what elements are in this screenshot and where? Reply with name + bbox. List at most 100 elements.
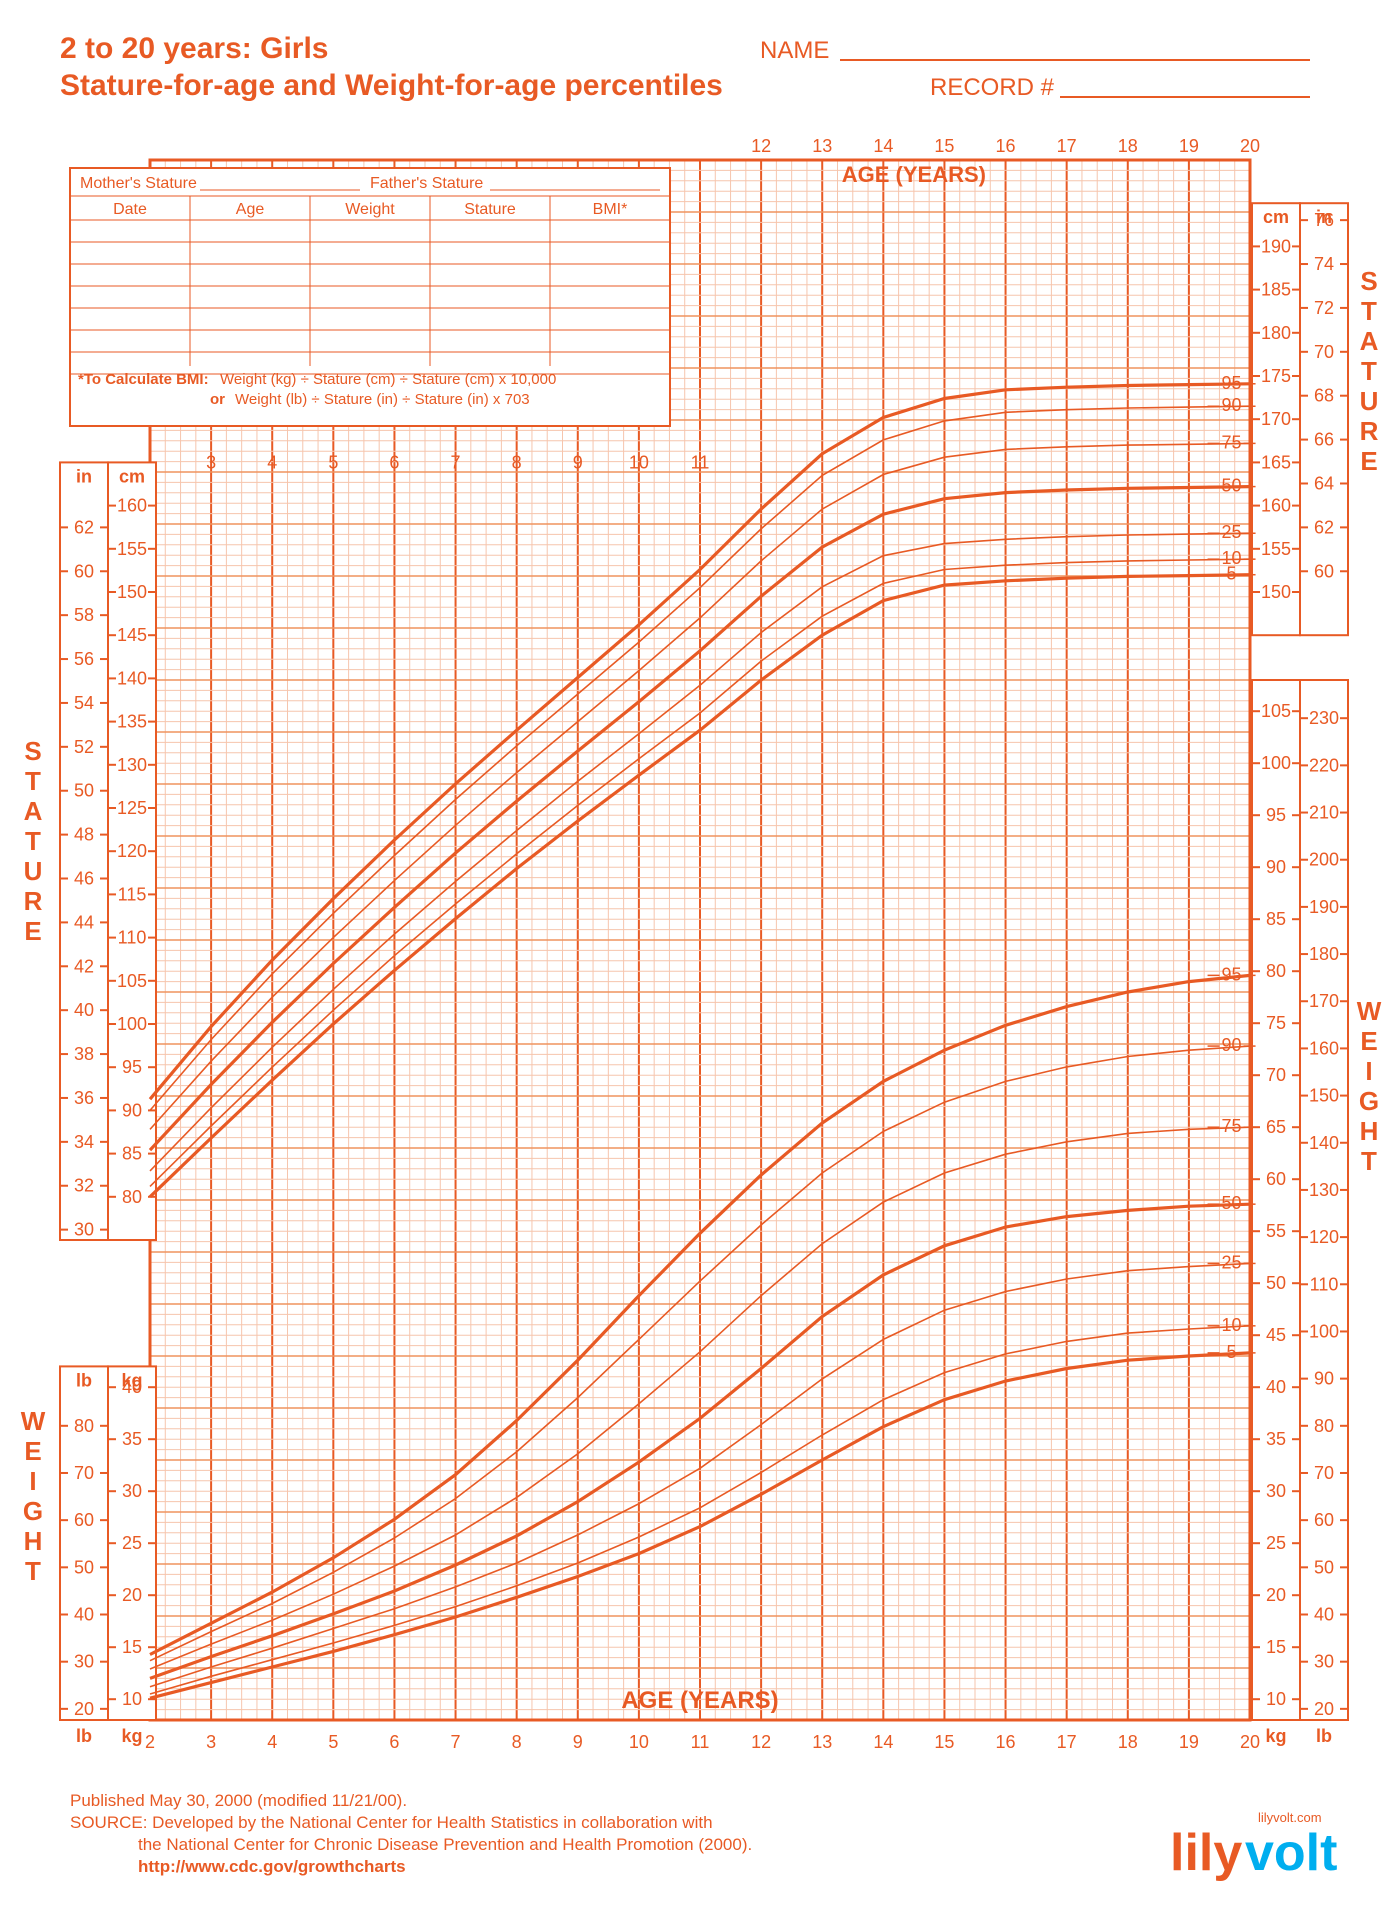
svg-text:50: 50 bbox=[1314, 1557, 1334, 1577]
svg-text:155: 155 bbox=[117, 539, 147, 559]
svg-text:E: E bbox=[1360, 446, 1383, 476]
svg-text:75: 75 bbox=[1266, 1013, 1286, 1033]
svg-text:cm: cm bbox=[1263, 207, 1289, 227]
svg-text:80: 80 bbox=[1266, 961, 1286, 981]
svg-text:62: 62 bbox=[74, 517, 94, 537]
logo-lily: lily bbox=[1170, 1824, 1242, 1882]
svg-text:220: 220 bbox=[1309, 755, 1339, 775]
age-label-top: AGE (YEARS) bbox=[842, 162, 986, 187]
svg-text:lb: lb bbox=[76, 1726, 92, 1746]
svg-text:5: 5 bbox=[328, 452, 338, 472]
svg-text:lb: lb bbox=[76, 1370, 92, 1390]
svg-text:kg: kg bbox=[1265, 1726, 1286, 1746]
svg-text:32: 32 bbox=[74, 1176, 94, 1196]
svg-text:12: 12 bbox=[751, 136, 771, 156]
svg-text:66: 66 bbox=[1314, 430, 1334, 450]
svg-text:46: 46 bbox=[74, 869, 94, 889]
svg-text:54: 54 bbox=[74, 693, 94, 713]
svg-text:16: 16 bbox=[996, 136, 1016, 156]
svg-text:70: 70 bbox=[1266, 1065, 1286, 1085]
svg-text:34: 34 bbox=[74, 1132, 94, 1152]
svg-text:120: 120 bbox=[1309, 1227, 1339, 1247]
svg-text:50: 50 bbox=[74, 1557, 94, 1577]
svg-text:S: S bbox=[1360, 266, 1383, 296]
svg-text:130: 130 bbox=[117, 755, 147, 775]
svg-text:55: 55 bbox=[1266, 1221, 1286, 1241]
svg-text:9: 9 bbox=[573, 452, 583, 472]
svg-text:125: 125 bbox=[117, 798, 147, 818]
svg-text:10: 10 bbox=[1222, 1315, 1242, 1335]
svg-text:140: 140 bbox=[117, 668, 147, 688]
svg-text:I: I bbox=[29, 1466, 42, 1496]
svg-text:8: 8 bbox=[512, 452, 522, 472]
title-2: Stature-for-age and Weight-for-age perce… bbox=[60, 69, 723, 102]
svg-text:Age: Age bbox=[236, 201, 265, 218]
svg-text:12: 12 bbox=[751, 1732, 771, 1752]
svg-text:48: 48 bbox=[74, 825, 94, 845]
svg-text:lb: lb bbox=[1316, 1726, 1332, 1746]
svg-text:40: 40 bbox=[74, 1605, 94, 1625]
svg-text:110: 110 bbox=[118, 928, 147, 948]
svg-text:90: 90 bbox=[1266, 857, 1286, 877]
svg-text:kg: kg bbox=[121, 1726, 142, 1746]
svg-text:W: W bbox=[21, 1406, 52, 1436]
svg-text:95: 95 bbox=[1222, 373, 1242, 393]
svg-text:180: 180 bbox=[1309, 944, 1339, 964]
svg-text:35: 35 bbox=[1266, 1429, 1286, 1449]
svg-text:145: 145 bbox=[117, 625, 147, 645]
svg-text:110: 110 bbox=[1310, 1274, 1339, 1294]
svg-text:10: 10 bbox=[122, 1689, 142, 1709]
svg-text:60: 60 bbox=[1314, 561, 1334, 581]
svg-text:18: 18 bbox=[1118, 136, 1138, 156]
svg-text:2: 2 bbox=[145, 1732, 155, 1752]
svg-text:74: 74 bbox=[1314, 254, 1334, 274]
svg-text:30: 30 bbox=[74, 1652, 94, 1672]
svg-text:38: 38 bbox=[74, 1044, 94, 1064]
svg-text:20: 20 bbox=[1240, 136, 1260, 156]
svg-text:175: 175 bbox=[1261, 366, 1291, 386]
svg-text:Stature: Stature bbox=[464, 201, 516, 218]
svg-text:10: 10 bbox=[1222, 548, 1242, 568]
svg-text:15: 15 bbox=[1266, 1637, 1286, 1657]
svg-text:BMI*: BMI* bbox=[593, 201, 628, 218]
svg-text:Mother's Stature: Mother's Stature bbox=[80, 175, 197, 192]
svg-text:45: 45 bbox=[1266, 1325, 1286, 1345]
svg-text:155: 155 bbox=[1261, 539, 1291, 559]
svg-text:Weight (kg) ÷ Stature (cm) ÷ S: Weight (kg) ÷ Stature (cm) ÷ Stature (cm… bbox=[220, 371, 556, 388]
svg-text:75: 75 bbox=[1222, 1116, 1242, 1136]
svg-text:E: E bbox=[24, 1436, 47, 1466]
svg-text:70: 70 bbox=[74, 1463, 94, 1483]
svg-text:50: 50 bbox=[1222, 1193, 1242, 1213]
svg-text:10: 10 bbox=[1266, 1689, 1286, 1709]
svg-text:170: 170 bbox=[1309, 991, 1339, 1011]
svg-text:62: 62 bbox=[1314, 517, 1334, 537]
svg-text:15: 15 bbox=[934, 1732, 954, 1752]
svg-text:40: 40 bbox=[122, 1377, 142, 1397]
svg-text:30: 30 bbox=[1314, 1652, 1334, 1672]
svg-text:cm: cm bbox=[119, 466, 145, 486]
svg-text:3: 3 bbox=[206, 1732, 216, 1752]
svg-text:Father's Stature: Father's Stature bbox=[370, 175, 483, 192]
svg-text:60: 60 bbox=[74, 561, 94, 581]
svg-text:30: 30 bbox=[122, 1481, 142, 1501]
svg-text:H: H bbox=[1360, 1116, 1385, 1146]
svg-text:T: T bbox=[25, 826, 47, 856]
svg-text:50: 50 bbox=[74, 781, 94, 801]
svg-text:160: 160 bbox=[1261, 496, 1291, 516]
svg-text:13: 13 bbox=[812, 1732, 832, 1752]
svg-text:14: 14 bbox=[873, 136, 893, 156]
svg-text:105: 105 bbox=[1261, 701, 1291, 721]
svg-text:58: 58 bbox=[74, 605, 94, 625]
svg-text:Weight: Weight bbox=[345, 201, 395, 218]
svg-text:56: 56 bbox=[74, 649, 94, 669]
svg-text:13: 13 bbox=[812, 136, 832, 156]
logo-volt: volt bbox=[1245, 1824, 1337, 1882]
svg-text:50: 50 bbox=[1266, 1273, 1286, 1293]
svg-text:5: 5 bbox=[328, 1732, 338, 1752]
svg-text:20: 20 bbox=[1314, 1699, 1334, 1719]
svg-text:20: 20 bbox=[1240, 1732, 1260, 1752]
svg-text:20: 20 bbox=[1266, 1585, 1286, 1605]
svg-text:95: 95 bbox=[122, 1057, 142, 1077]
svg-text:75: 75 bbox=[1222, 432, 1242, 452]
svg-text:190: 190 bbox=[1309, 897, 1339, 917]
